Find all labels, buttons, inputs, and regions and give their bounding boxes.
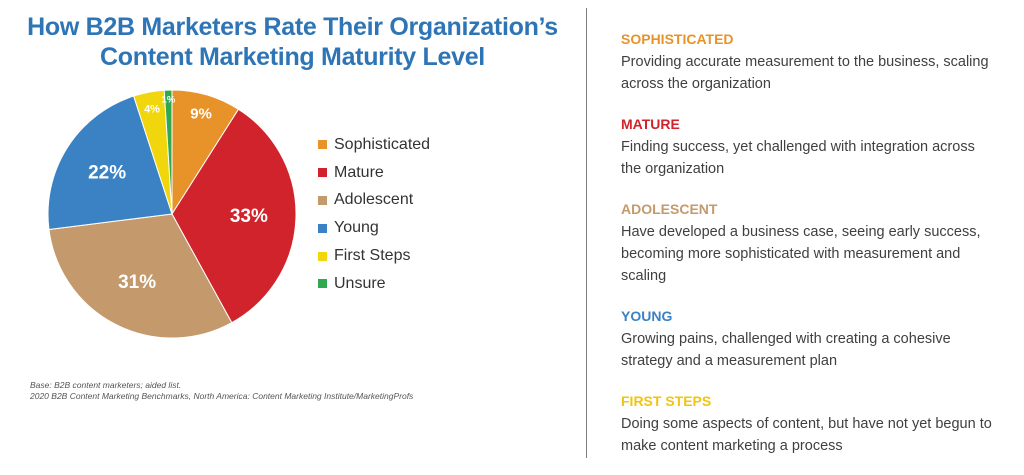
- maturity-level-descriptions: SOPHISTICATED Providing accurate measurem…: [621, 30, 1016, 475]
- level-description: Growing pains, challenged with creating …: [621, 328, 1016, 372]
- legend-swatch: [318, 251, 327, 261]
- level-description: Have developed a business case, seeing e…: [621, 221, 1016, 287]
- level-name: YOUNG: [621, 308, 673, 324]
- level-mature: MATURE Finding success, yet challenged wi…: [621, 115, 1016, 180]
- chart-source-note: Base: B2B content marketers; aided list.…: [30, 380, 413, 402]
- level-description-line: Doing some aspects of content, but have …: [621, 416, 992, 432]
- level-description-line: the organization: [621, 161, 725, 177]
- level-sophisticated: SOPHISTICATED Providing accurate measurem…: [621, 30, 1016, 95]
- legend-label: Sophisticated: [334, 135, 431, 153]
- level-name: MATURE: [621, 116, 680, 132]
- vertical-divider: [586, 8, 587, 458]
- legend-item-sophisticated: Sophisticated: [318, 131, 430, 159]
- legend-item-young: Young: [318, 214, 430, 242]
- chart-title-line-2: Content Marketing Maturity Level: [100, 43, 485, 71]
- legend-item-adolescent: Adolescent: [318, 187, 430, 215]
- pie-label-first-steps: 4%: [144, 103, 160, 115]
- legend-swatch: [318, 168, 327, 178]
- source-base-line: Base: B2B content marketers; aided list.: [30, 380, 182, 390]
- level-description: Doing some aspects of content, but have …: [621, 413, 1016, 457]
- legend-label: Mature: [334, 163, 384, 181]
- source-citation-line: 2020 B2B Content Marketing Benchmarks, N…: [30, 391, 414, 401]
- legend-item-mature: Mature: [318, 159, 430, 187]
- level-name: ADOLESCENT: [621, 201, 718, 217]
- legend-swatch: [318, 223, 327, 233]
- legend-swatch: [318, 195, 327, 205]
- pie-slice-unsure: [163, 89, 173, 215]
- pie-slice-mature: [171, 108, 297, 324]
- legend-item-first-steps: First Steps: [318, 242, 430, 270]
- legend-swatch: [318, 140, 327, 150]
- level-description-line: across the organization: [621, 76, 771, 92]
- level-adolescent: ADOLESCENT Have developed a business case…: [621, 200, 1016, 287]
- pie-chart: 9% 33% 31% 22% 4%1%: [47, 89, 297, 339]
- pie-slice-young: [47, 95, 173, 231]
- level-description-line: Finding success, yet challenged with int…: [621, 139, 975, 155]
- level-description-line: Have developed a business case, seeing e…: [621, 224, 981, 240]
- level-name: FIRST STEPS: [621, 393, 712, 409]
- pie-label-young: 22%: [88, 162, 126, 183]
- level-first-steps: FIRST STEPS Doing some aspects of content…: [621, 392, 1016, 457]
- pie-label-mature: 33%: [230, 206, 268, 227]
- chart-legend: Sophisticated Mature Adolescent Young First …: [318, 131, 430, 298]
- level-description-line: Growing pains, challenged with creating …: [621, 331, 951, 347]
- legend-label: Unsure: [334, 274, 386, 292]
- level-young: YOUNG Growing pains, challenged with crea…: [621, 307, 1016, 372]
- legend-label: Young: [334, 219, 379, 237]
- chart-title-line-1: How B2B Marketers Rate Their Organizatio…: [27, 13, 558, 41]
- level-name: SOPHISTICATED: [621, 31, 734, 47]
- chart-title: How B2B Marketers Rate Their Organizatio…: [0, 12, 585, 72]
- level-description-line: make content marketing a process: [621, 438, 843, 454]
- level-description: Providing accurate measurement to the bu…: [621, 51, 1016, 95]
- legend-label: First Steps: [334, 247, 411, 265]
- legend-label: Adolescent: [334, 191, 414, 209]
- level-description-line: Providing accurate measurement to the bu…: [621, 54, 989, 70]
- level-description: Finding success, yet challenged with int…: [621, 136, 1016, 180]
- pie-slice-adolescent: [48, 213, 233, 339]
- legend-item-unsure: Unsure: [318, 270, 430, 298]
- pie-label-unsure: 1%: [162, 94, 176, 105]
- legend-swatch: [318, 279, 327, 289]
- level-description-line: becoming more sophisticated with measure…: [621, 246, 961, 262]
- pie-label-sophisticated: 9%: [190, 105, 212, 122]
- level-description-line: strategy and a measurement plan: [621, 353, 838, 369]
- level-description-line: scaling: [621, 268, 667, 284]
- pie-label-adolescent: 31%: [118, 272, 156, 293]
